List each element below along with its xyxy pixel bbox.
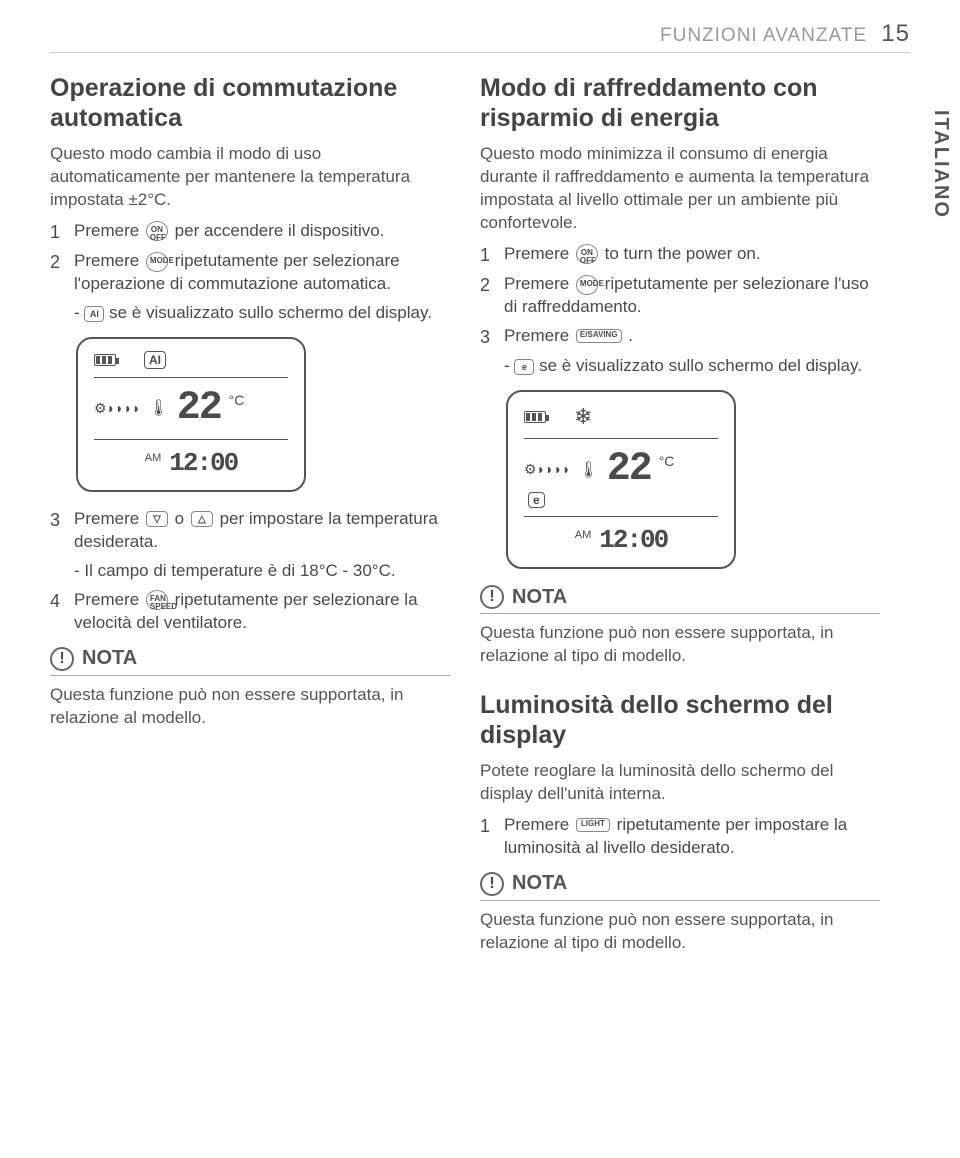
- note-header-right-2: ! NOTA: [480, 872, 880, 901]
- brightness-step-1: 1 Premere LIGHT ripetutamente per impost…: [480, 814, 880, 860]
- left-intro: Questo modo cambia il modo di uso automa…: [50, 143, 450, 212]
- brightness-heading: Luminosità dello schermo del display: [480, 690, 880, 750]
- left-step-2-sub: - AI se è visualizzato sullo schermo del…: [50, 302, 450, 325]
- up-button-icon: △: [191, 511, 213, 527]
- step-number: 1: [480, 814, 494, 860]
- note-label: NOTA: [512, 586, 567, 609]
- right-step-3-sub: - e se è visualizzato sullo schermo del …: [480, 355, 880, 378]
- section-title: FUNZIONI AVANZATE: [660, 25, 867, 46]
- lcd-unit: °C: [659, 453, 675, 469]
- mode-button-icon: MODE: [576, 275, 598, 295]
- ai-mode-icon: AI: [144, 351, 166, 369]
- step-number: 4: [50, 589, 64, 635]
- left-heading: Operazione di commutazione automatica: [50, 73, 450, 133]
- left-step-3-sub: - Il campo di temperature è di 18°C - 30…: [50, 560, 450, 583]
- light-button-icon: LIGHT: [576, 818, 610, 832]
- step-number: 3: [480, 325, 494, 349]
- ai-icon: AI: [84, 306, 104, 322]
- lcd-time: 12:00: [169, 448, 237, 478]
- note-label: NOTA: [512, 872, 567, 895]
- snowflake-icon: ❄: [574, 404, 592, 430]
- right-step-2: 2 Premere MODE ripetutamente per selezio…: [480, 273, 880, 319]
- warning-icon: !: [480, 872, 504, 896]
- step-number: 1: [480, 243, 494, 267]
- step-text: Premere ON OFF per accendere il disposit…: [74, 220, 450, 244]
- lcd-time: 12:00: [599, 525, 667, 555]
- fan-icon: ⚙◗◗◗◗: [94, 400, 140, 417]
- thermo-icon: 🌡: [578, 460, 598, 480]
- warning-icon: !: [50, 647, 74, 671]
- page-number: 15: [881, 20, 910, 47]
- e-icon: e: [514, 359, 534, 375]
- note1-text-right: Questa funzione può non essere supportat…: [480, 622, 880, 668]
- note-label: NOTA: [82, 647, 137, 670]
- lcd-top-row: ❄: [524, 404, 718, 430]
- brightness-intro: Potete reoglare la luminosità dello sche…: [480, 760, 880, 806]
- fan-icon: ⚙◗◗◗◗: [524, 461, 570, 478]
- fanspeed-button-icon: FAN SPEED: [146, 590, 168, 610]
- right-intro: Questo modo minimizza il consumo di ener…: [480, 143, 880, 235]
- lcd-temp-row: ⚙◗◗◗◗ 🌡 22 °C: [94, 386, 288, 431]
- left-step-3: 3 Premere ▽ o △ per impostare la tempera…: [50, 508, 450, 554]
- content-columns: Operazione di commutazione automatica Qu…: [50, 73, 910, 963]
- lcd-temp: 22: [607, 447, 651, 492]
- language-tab: ITALIANO: [929, 110, 952, 219]
- onoff-button-icon: ON OFF: [146, 221, 168, 241]
- page-header: FUNZIONI AVANZATE 15: [50, 20, 910, 48]
- brightness-section: Luminosità dello schermo del display Pot…: [480, 690, 880, 955]
- lcd-am: AM: [575, 529, 592, 541]
- right-step-3: 3 Premere E/SAVING .: [480, 325, 880, 349]
- lcd-am: AM: [145, 452, 162, 464]
- lcd-time-row: AM 12:00: [94, 448, 288, 478]
- thermo-icon: 🌡: [148, 398, 168, 418]
- header-rule: [50, 52, 910, 53]
- step-text: Premere ▽ o △ per impostare la temperatu…: [74, 508, 450, 554]
- note-text-left: Questa funzione può non essere supportat…: [50, 684, 450, 730]
- note-header-left: ! NOTA: [50, 647, 450, 676]
- lcd-e-row: e: [524, 492, 718, 508]
- down-button-icon: ▽: [146, 511, 168, 527]
- lcd-display-1: AI ⚙◗◗◗◗ 🌡 22 °C AM 12:00: [76, 337, 306, 492]
- step-text: Premere FAN SPEED ripetutamente per sele…: [74, 589, 450, 635]
- battery-icon: [524, 411, 546, 423]
- esaving-button-icon: E/SAVING: [576, 329, 622, 343]
- step-text: Premere MODE ripetutamente per seleziona…: [504, 273, 880, 319]
- right-heading: Modo di raffreddamento con risparmio di …: [480, 73, 880, 133]
- step-number: 2: [480, 273, 494, 319]
- lcd-top-row: AI: [94, 351, 288, 369]
- lcd-time-row: AM 12:00: [524, 525, 718, 555]
- step-text: Premere ON OFF to turn the power on.: [504, 243, 880, 267]
- lcd-display-2: ❄ ⚙◗◗◗◗ 🌡 22 °C e AM 12:00: [506, 390, 736, 569]
- right-step-1: 1 Premere ON OFF to turn the power on.: [480, 243, 880, 267]
- e-plug-icon: e: [528, 492, 545, 508]
- lcd-temp: 22: [177, 386, 221, 431]
- onoff-button-icon: ON OFF: [576, 244, 598, 264]
- note2-text-right: Questa funzione può non essere supportat…: [480, 909, 880, 955]
- step-text: Premere LIGHT ripetutamente per impostar…: [504, 814, 880, 860]
- left-step-4: 4 Premere FAN SPEED ripetutamente per se…: [50, 589, 450, 635]
- right-column: Modo di raffreddamento con risparmio di …: [480, 73, 910, 963]
- left-step-2: 2 Premere MODE ripetutamente per selezio…: [50, 250, 450, 296]
- lcd-unit: °C: [229, 392, 245, 408]
- step-text: Premere MODE ripetutamente per seleziona…: [74, 250, 450, 296]
- warning-icon: !: [480, 585, 504, 609]
- step-number: 3: [50, 508, 64, 554]
- lcd-temp-row: ⚙◗◗◗◗ 🌡 22 °C: [524, 447, 718, 492]
- step-text: Premere E/SAVING .: [504, 325, 880, 349]
- battery-icon: [94, 354, 116, 366]
- mode-button-icon: MODE: [146, 252, 168, 272]
- note-header-right-1: ! NOTA: [480, 585, 880, 614]
- left-step-1: 1 Premere ON OFF per accendere il dispos…: [50, 220, 450, 244]
- step-number: 1: [50, 220, 64, 244]
- step-number: 2: [50, 250, 64, 296]
- left-column: Operazione di commutazione automatica Qu…: [50, 73, 450, 963]
